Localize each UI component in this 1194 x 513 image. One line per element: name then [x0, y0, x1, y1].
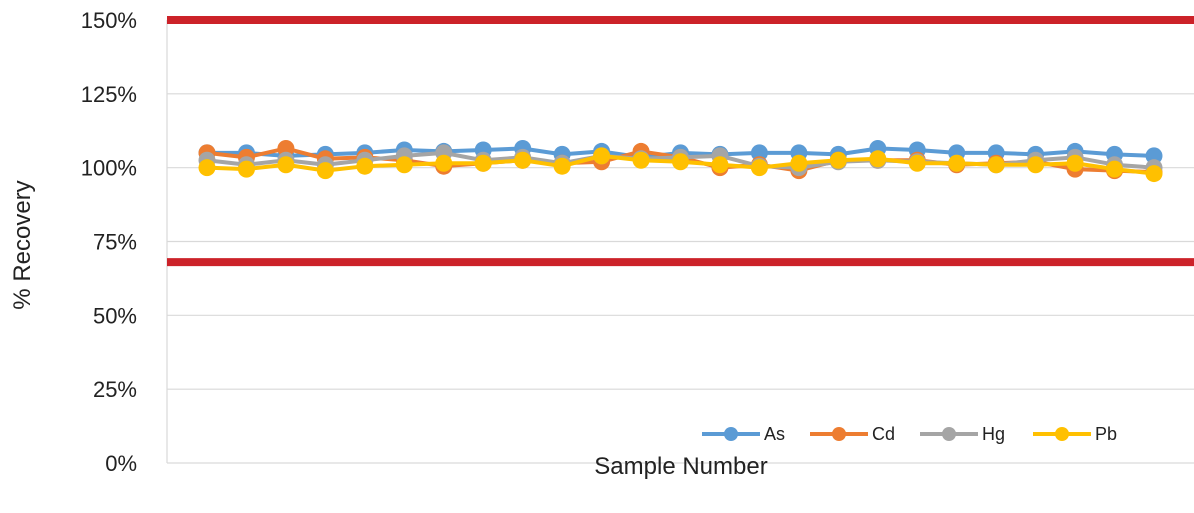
- legend-label: Hg: [982, 424, 1005, 444]
- data-point: [790, 154, 808, 172]
- legend-label: Cd: [872, 424, 895, 444]
- data-point: [672, 153, 689, 171]
- data-point: [593, 147, 611, 165]
- legend-marker: [724, 427, 738, 441]
- data-point: [632, 151, 650, 169]
- data-point: [750, 144, 768, 162]
- data-point: [474, 154, 492, 172]
- x-axis-title: Sample Number: [594, 453, 767, 480]
- data-point: [395, 156, 413, 174]
- legend-item-cd: Cd: [810, 424, 895, 444]
- data-point: [1145, 165, 1163, 183]
- data-point: [356, 157, 374, 175]
- legend: As Cd Hg Pb: [702, 424, 1117, 444]
- legend-item-pb: Pb: [1033, 424, 1117, 444]
- data-point: [435, 154, 453, 172]
- limit-lines: [167, 16, 1194, 267]
- legend-label: Pb: [1095, 424, 1117, 444]
- legend-marker: [832, 427, 846, 441]
- data-point: [514, 151, 532, 169]
- data-point: [750, 159, 768, 177]
- data-point: [553, 157, 571, 175]
- gridlines: [166, 19, 1194, 464]
- data-point: [316, 162, 334, 180]
- series-group: [198, 139, 1163, 183]
- y-axis-title: % Recovery: [9, 180, 36, 309]
- y-tick-label: 0%: [105, 451, 137, 476]
- data-point: [1066, 154, 1084, 172]
- y-tick-label: 25%: [93, 377, 137, 402]
- data-point: [237, 160, 255, 178]
- data-point: [987, 156, 1005, 174]
- data-point: [711, 156, 729, 174]
- data-point: [277, 139, 295, 157]
- data-point: [1027, 156, 1045, 174]
- legend-label: As: [764, 424, 785, 444]
- series-pb: [198, 147, 1163, 183]
- legend-marker: [942, 427, 956, 441]
- legend-item-as: As: [702, 424, 785, 444]
- y-tick-label: 50%: [93, 303, 137, 328]
- data-point: [869, 150, 887, 168]
- y-tick-labels: 0% 25% 50% 75% 100% 125% 150%: [81, 8, 137, 476]
- data-point: [948, 154, 966, 172]
- data-point: [1106, 160, 1124, 178]
- y-tick-label: 75%: [93, 230, 137, 255]
- legend-marker: [1055, 427, 1069, 441]
- data-point: [1145, 147, 1163, 165]
- y-tick-label: 125%: [81, 82, 137, 107]
- data-point: [277, 156, 295, 174]
- data-point: [908, 154, 926, 172]
- data-point: [198, 159, 216, 177]
- data-point: [829, 151, 847, 169]
- y-tick-label: 150%: [81, 8, 137, 33]
- legend-item-hg: Hg: [920, 424, 1005, 444]
- y-tick-label: 100%: [81, 156, 137, 181]
